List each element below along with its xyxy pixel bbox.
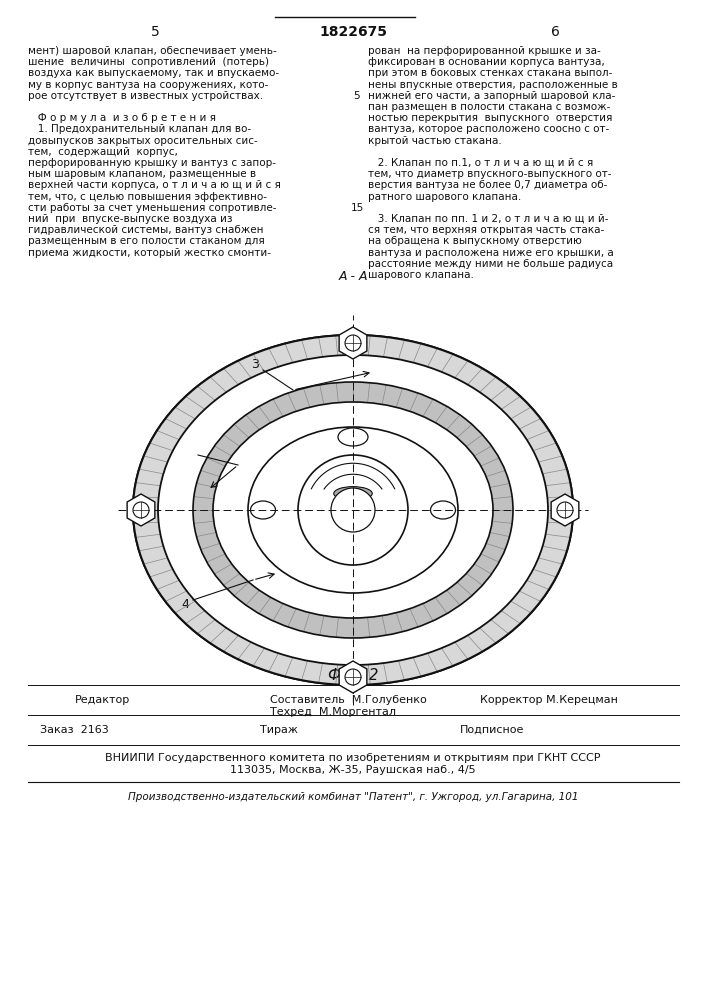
Text: 15: 15 bbox=[351, 203, 363, 213]
Text: Техред  М.Моргентал: Техред М.Моргентал bbox=[270, 707, 396, 717]
Text: ний  при  впуске-выпуске воздуха из: ний при впуске-выпуске воздуха из bbox=[28, 214, 233, 224]
Text: 3: 3 bbox=[251, 359, 259, 371]
Text: перфорированную крышку и вантуз с запор-: перфорированную крышку и вантуз с запор- bbox=[28, 158, 276, 168]
Polygon shape bbox=[339, 661, 367, 693]
Text: тем, что, с целью повышения эффективно-: тем, что, с целью повышения эффективно- bbox=[28, 192, 267, 202]
Text: вантуза, которое расположено соосно с от-: вантуза, которое расположено соосно с от… bbox=[368, 124, 609, 134]
Text: шарового клапана.: шарового клапана. bbox=[368, 270, 474, 280]
Polygon shape bbox=[127, 494, 155, 526]
Text: ностью перекрытия  выпускного  отверстия: ностью перекрытия выпускного отверстия bbox=[368, 113, 612, 123]
Text: при этом в боковых стенках стакана выпол-: при этом в боковых стенках стакана выпол… bbox=[368, 68, 612, 78]
Text: размещенным в его полости стаканом для: размещенным в его полости стаканом для bbox=[28, 236, 264, 246]
Text: ным шаровым клапаном, размещенные в: ным шаровым клапаном, размещенные в bbox=[28, 169, 256, 179]
Text: Корректор М.Керецман: Корректор М.Керецман bbox=[480, 695, 618, 705]
Text: 6: 6 bbox=[551, 25, 559, 39]
Ellipse shape bbox=[334, 487, 373, 500]
Text: Производственно-издательский комбинат "Патент", г. Ужгород, ул.Гагарина, 101: Производственно-издательский комбинат "П… bbox=[128, 792, 578, 802]
Polygon shape bbox=[551, 494, 579, 526]
Text: тем, что диаметр впускного-выпускного от-: тем, что диаметр впускного-выпускного от… bbox=[368, 169, 612, 179]
Text: Составитель  М.Голубенко: Составитель М.Голубенко bbox=[270, 695, 427, 705]
Text: 5: 5 bbox=[354, 91, 361, 101]
Ellipse shape bbox=[248, 427, 458, 593]
Text: ся тем, что верхняя открытая часть стака-: ся тем, что верхняя открытая часть стака… bbox=[368, 225, 604, 235]
Text: Подписное: Подписное bbox=[460, 725, 525, 735]
Text: гидравлической системы, вантуз снабжен: гидравлической системы, вантуз снабжен bbox=[28, 225, 264, 235]
Ellipse shape bbox=[213, 402, 493, 618]
Ellipse shape bbox=[345, 669, 361, 685]
Text: 113035, Москва, Ж-35, Раушская наб., 4/5: 113035, Москва, Ж-35, Раушская наб., 4/5 bbox=[230, 765, 476, 775]
Ellipse shape bbox=[250, 501, 276, 519]
Ellipse shape bbox=[331, 488, 375, 532]
Text: рован  на перфорированной крышке и за-: рован на перфорированной крышке и за- bbox=[368, 46, 601, 56]
Text: Фиг. 2: Фиг. 2 bbox=[328, 668, 378, 682]
Polygon shape bbox=[339, 327, 367, 359]
Ellipse shape bbox=[133, 335, 573, 685]
Text: нижней его части, а запорный шаровой кла-: нижней его части, а запорный шаровой кла… bbox=[368, 91, 615, 101]
Text: Редактор: Редактор bbox=[75, 695, 130, 705]
Ellipse shape bbox=[158, 355, 548, 665]
Text: крытой частью стакана.: крытой частью стакана. bbox=[368, 136, 502, 146]
Ellipse shape bbox=[298, 455, 408, 565]
Text: расстояние между ними не больше радиуса: расстояние между ними не больше радиуса bbox=[368, 259, 613, 269]
Ellipse shape bbox=[338, 428, 368, 446]
Text: А - А: А - А bbox=[338, 270, 368, 284]
Text: приема жидкости, который жестко смонти-: приема жидкости, который жестко смонти- bbox=[28, 248, 271, 258]
Text: вантуза и расположена ниже его крышки, а: вантуза и расположена ниже его крышки, а bbox=[368, 248, 614, 258]
Text: довыпусков закрытых оросительных сис-: довыпусков закрытых оросительных сис- bbox=[28, 136, 258, 146]
Ellipse shape bbox=[557, 502, 573, 518]
Ellipse shape bbox=[133, 502, 149, 518]
Text: 3. Клапан по пп. 1 и 2, о т л и ч а ю щ и й-: 3. Клапан по пп. 1 и 2, о т л и ч а ю щ … bbox=[368, 214, 609, 224]
Text: рое отсутствует в известных устройствах.: рое отсутствует в известных устройствах. bbox=[28, 91, 263, 101]
Text: сти работы за счет уменьшения сопротивле-: сти работы за счет уменьшения сопротивле… bbox=[28, 203, 276, 213]
Text: му в корпус вантуза на сооружениях, кото-: му в корпус вантуза на сооружениях, кото… bbox=[28, 80, 269, 90]
Text: нены впускные отверстия, расположенные в: нены впускные отверстия, расположенные в bbox=[368, 80, 618, 90]
Ellipse shape bbox=[133, 335, 573, 685]
Text: верхней части корпуса, о т л и ч а ю щ и й с я: верхней части корпуса, о т л и ч а ю щ и… bbox=[28, 180, 281, 190]
Text: 5: 5 bbox=[151, 25, 159, 39]
Text: мент) шаровой клапан, обеспечивает умень-: мент) шаровой клапан, обеспечивает умень… bbox=[28, 46, 276, 56]
Ellipse shape bbox=[345, 335, 361, 351]
Text: 2. Клапан по п.1, о т л и ч а ю щ и й с я: 2. Клапан по п.1, о т л и ч а ю щ и й с … bbox=[368, 158, 593, 168]
Text: воздуха как выпускаемому, так и впускаемо-: воздуха как выпускаемому, так и впускаем… bbox=[28, 68, 279, 78]
Text: верстия вантуза не более 0,7 диаметра об-: верстия вантуза не более 0,7 диаметра об… bbox=[368, 180, 607, 190]
Ellipse shape bbox=[431, 501, 455, 519]
Text: шение  величины  сопротивлений  (потерь): шение величины сопротивлений (потерь) bbox=[28, 57, 269, 67]
Text: 4: 4 bbox=[181, 598, 189, 611]
Ellipse shape bbox=[158, 355, 548, 665]
Text: Ф о р м у л а  и з о б р е т е н и я: Ф о р м у л а и з о б р е т е н и я bbox=[28, 113, 216, 123]
Ellipse shape bbox=[213, 402, 493, 618]
Ellipse shape bbox=[193, 382, 513, 638]
Text: пан размещен в полости стакана с возмож-: пан размещен в полости стакана с возмож- bbox=[368, 102, 610, 112]
Text: ратного шарового клапана.: ратного шарового клапана. bbox=[368, 192, 521, 202]
Text: ВНИИПИ Государственного комитета по изобретениям и открытиям при ГКНТ СССР: ВНИИПИ Государственного комитета по изоб… bbox=[105, 753, 601, 763]
Text: 1822675: 1822675 bbox=[319, 25, 387, 39]
Text: тем,  содержащий  корпус,: тем, содержащий корпус, bbox=[28, 147, 178, 157]
Text: Тираж: Тираж bbox=[260, 725, 298, 735]
Text: на обращена к выпускному отверстию: на обращена к выпускному отверстию bbox=[368, 236, 582, 246]
Text: фиксирован в основании корпуса вантуза,: фиксирован в основании корпуса вантуза, bbox=[368, 57, 604, 67]
Text: 10: 10 bbox=[182, 444, 198, 456]
Text: 1. Предохранительный клапан для во-: 1. Предохранительный клапан для во- bbox=[28, 124, 251, 134]
Text: Заказ  2163: Заказ 2163 bbox=[40, 725, 109, 735]
